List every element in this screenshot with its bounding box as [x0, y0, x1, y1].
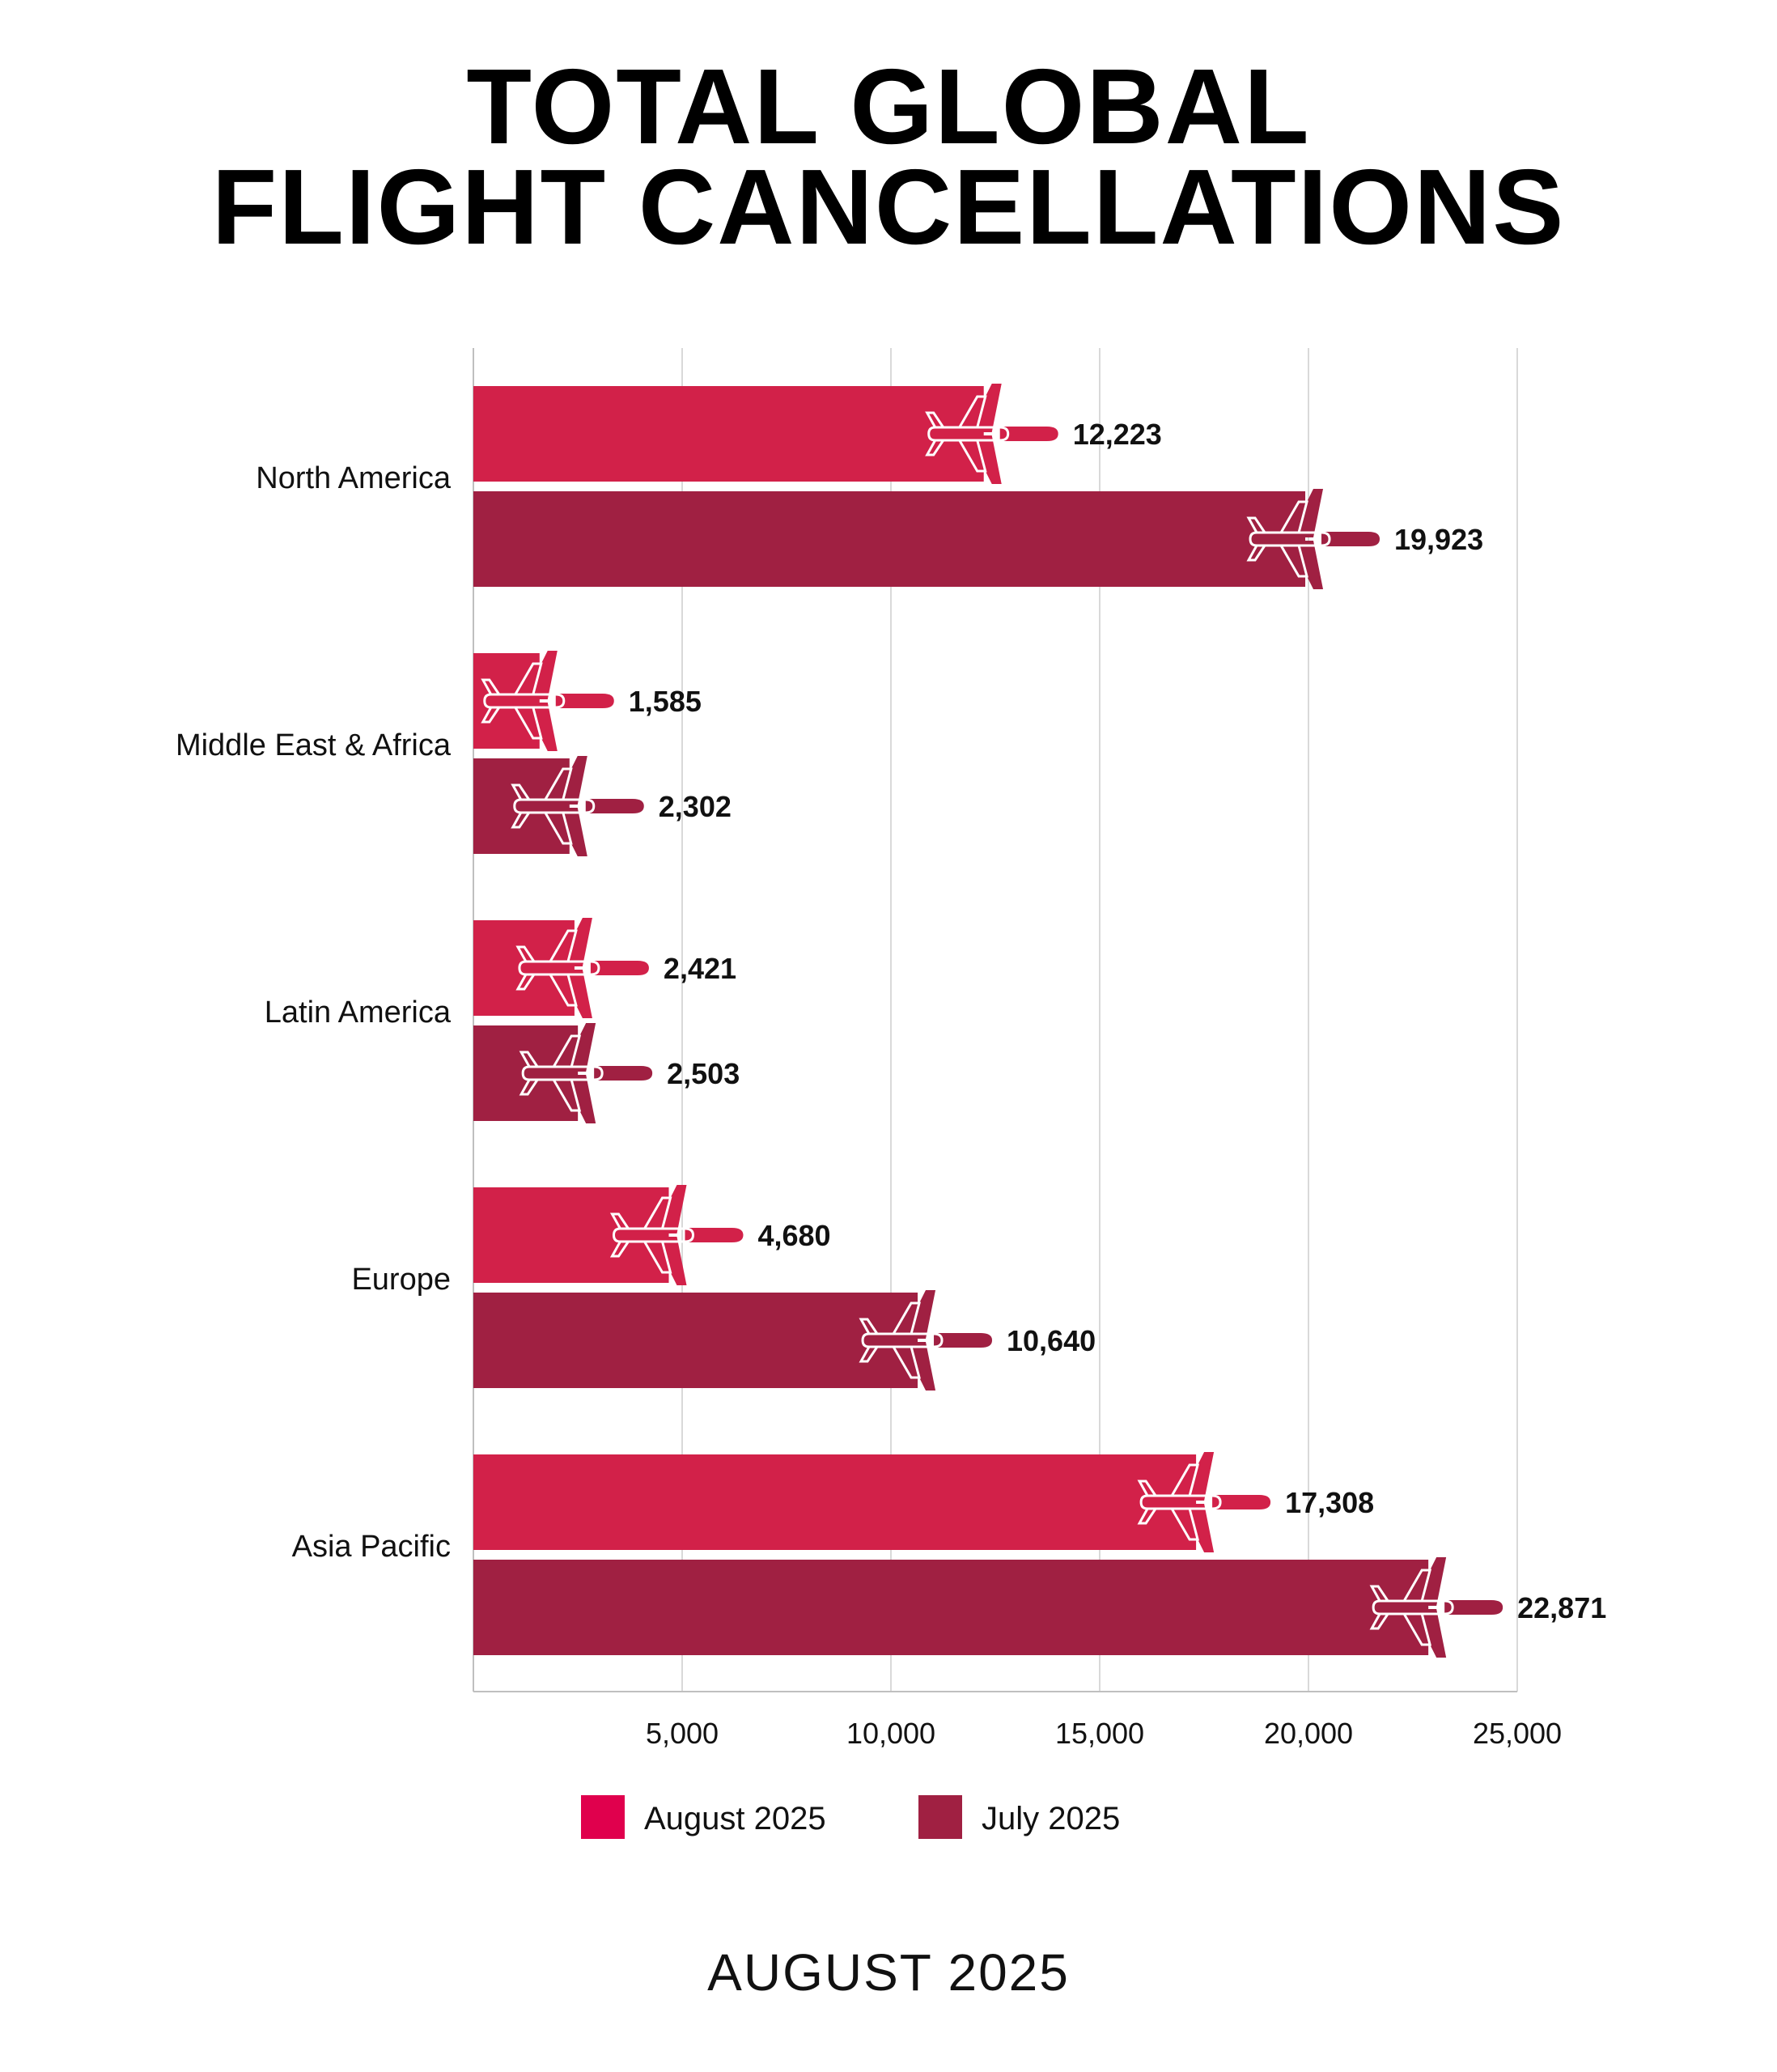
chart-footer-date: AUGUST 2025	[707, 1943, 1070, 2002]
airplane-icon	[1137, 1452, 1271, 1552]
airplane-icon	[609, 1185, 744, 1285]
bar-august	[473, 1454, 1197, 1550]
bar-july	[473, 1293, 918, 1388]
x-tick-label: 10,000	[846, 1717, 935, 1750]
bar-value-label: 2,503	[667, 1057, 740, 1090]
airplane-icon	[1369, 1557, 1503, 1658]
x-tick-label: 25,000	[1473, 1717, 1562, 1750]
bar-august	[473, 1187, 669, 1283]
bar-july	[473, 758, 570, 854]
airplane-icon	[481, 651, 614, 751]
x-tick-label: 15,000	[1055, 1717, 1144, 1750]
bar-value-label: 17,308	[1285, 1486, 1374, 1519]
bar-august	[473, 386, 984, 482]
airplane-icon	[859, 1290, 993, 1391]
bar-chart: 5,000 10,000 15,000 20,000 25,000 12,223 19,92…	[176, 348, 1606, 1839]
bar-value-label: 2,302	[659, 790, 732, 823]
bar-value-label: 2,421	[664, 952, 736, 985]
chart-title-line-1: TOTAL GLOBAL	[466, 47, 1311, 166]
legend-july-swatch	[918, 1795, 962, 1839]
x-tick-label: 20,000	[1264, 1717, 1353, 1750]
airplane-icon	[925, 384, 1058, 484]
bar-august	[473, 920, 575, 1016]
bar-value-label: 10,640	[1007, 1324, 1096, 1357]
category-label: Middle East & Africa	[176, 728, 452, 762]
bar-value-label: 1,585	[629, 685, 702, 718]
airplane-icon	[1246, 489, 1380, 589]
bar-july	[473, 1560, 1429, 1655]
category-label: Europe	[351, 1263, 451, 1297]
legend-august-swatch	[581, 1795, 625, 1839]
airplane-icon	[511, 756, 644, 856]
legend-august-label: August 2025	[644, 1801, 826, 1836]
bar-july	[473, 1025, 579, 1121]
category-label: North America	[256, 461, 452, 495]
airplane-icon	[515, 918, 649, 1018]
airplane-icon	[519, 1023, 653, 1123]
bar-value-label: 4,680	[757, 1219, 830, 1252]
chart-title: TOTAL GLOBAL FLIGHT CANCELLATIONS	[0, 47, 1777, 266]
category-label: Asia Pacific	[292, 1530, 451, 1564]
legend-july-label: July 2025	[982, 1801, 1120, 1836]
bar-value-label: 19,923	[1394, 523, 1483, 556]
x-tick-label: 5,000	[646, 1717, 719, 1750]
chart-title-line-2: FLIGHT CANCELLATIONS	[211, 147, 1566, 266]
bar-value-label: 12,223	[1073, 418, 1162, 451]
category-label: Latin America	[265, 996, 452, 1030]
bar-value-label: 22,871	[1517, 1591, 1606, 1624]
bar-july	[473, 491, 1306, 587]
